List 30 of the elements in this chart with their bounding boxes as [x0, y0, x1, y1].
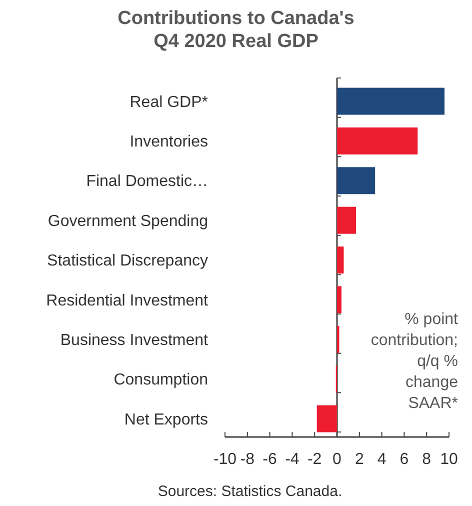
chart-title: Contributions to Canada's Q4 2020 Real GDP: [118, 8, 354, 52]
x-tick-label: 4: [377, 451, 386, 468]
x-tick-label: -8: [240, 451, 255, 468]
y-tick-label: Business Investment: [60, 332, 209, 349]
bar: [337, 88, 445, 115]
x-tick-label: -10: [213, 451, 237, 468]
y-tick-label: Final Domestic…: [86, 173, 208, 190]
bar: [316, 405, 337, 432]
bar: [337, 286, 342, 314]
y-tick-label: Government Spending: [48, 212, 208, 230]
x-tick-label: -6: [262, 451, 278, 468]
y-tick-label: Real GDP*: [130, 94, 208, 111]
bar: [337, 167, 376, 194]
bar: [337, 206, 356, 234]
y-tick-label: Statistical Discrepancy: [47, 252, 208, 270]
x-tick-label: 6: [400, 451, 409, 468]
annotation: % point contribution; q/q % change SAAR*: [370, 311, 459, 412]
y-tick-label: Inventories: [130, 134, 208, 151]
y-tick-label: Consumption: [114, 372, 208, 389]
y-tick-label: Net Exports: [124, 411, 208, 428]
x-tick-label: 8: [422, 451, 432, 468]
x-tick-label: -2: [307, 451, 322, 468]
bar: [337, 246, 344, 274]
x-tick-label: -4: [285, 451, 300, 468]
bar: [337, 127, 418, 154]
x-tick-label: 2: [354, 451, 364, 468]
y-tick-label: Residential Investment: [46, 292, 209, 310]
x-tick-label: 0: [332, 451, 342, 468]
x-tick-label: 10: [440, 451, 458, 468]
source-note: Sources: Statistics Canada.: [158, 483, 342, 500]
